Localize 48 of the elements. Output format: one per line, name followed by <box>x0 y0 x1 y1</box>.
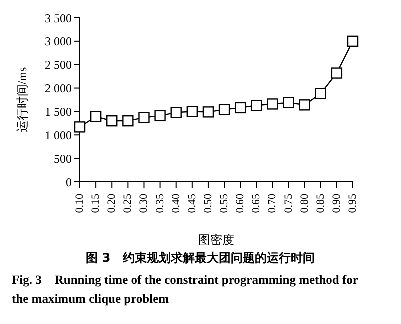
point <box>90 111 102 122</box>
x-tick-label: 0.40 <box>170 194 182 214</box>
point <box>251 100 262 112</box>
y-tick-label: 3 500 <box>45 11 72 26</box>
point <box>170 107 182 118</box>
caption: 图 3 约束规划求解最大团问题的运行时间 <box>85 250 316 267</box>
x-tick-label: 0.60 <box>234 194 247 214</box>
x-tick-label: 0.90 <box>330 194 343 214</box>
x-tick-label: 0.45 <box>186 194 198 214</box>
x-tick-label: 0.35 <box>154 194 166 214</box>
x-tick-label: 0.75 <box>282 194 295 214</box>
x-tick-label: 0.20 <box>106 194 118 214</box>
x-tick-label: 0.30 <box>138 194 150 214</box>
x-tick-label: 0.95 <box>347 194 359 214</box>
point <box>218 104 230 116</box>
point <box>299 100 310 111</box>
x-tick-label: 0.10 <box>74 194 86 214</box>
y-axis-title: 运行时间/ms <box>15 67 30 133</box>
point <box>138 112 150 124</box>
point <box>234 102 246 114</box>
y-tick-label: 3 000 <box>45 34 72 49</box>
point <box>74 122 86 133</box>
y-tick-label: 2 000 <box>45 82 72 96</box>
point <box>347 36 359 48</box>
point <box>202 106 214 118</box>
y-tick-label: 1 000 <box>45 128 72 142</box>
y-tick-label: 2 500 <box>45 58 72 72</box>
x-tick-label: 0.25 <box>122 194 134 214</box>
point <box>154 110 166 122</box>
caption: Fig. 3 Running time of the constraint programming method for the maximum clique problem <box>12 272 360 308</box>
y-tick-label: 0 <box>66 175 72 190</box>
point <box>106 115 118 127</box>
x-tick-label: 0.65 <box>250 194 263 214</box>
x-tick-label: 0.70 <box>266 194 279 214</box>
x-tick-label: 0.15 <box>90 194 102 214</box>
y-tick-label: 500 <box>54 152 72 166</box>
point <box>315 88 326 100</box>
x-tick-label: 0.80 <box>298 194 311 214</box>
x-tick-label: 0.85 <box>314 194 327 214</box>
point <box>267 98 278 110</box>
point <box>186 106 198 118</box>
x-tick-label: 0.50 <box>202 194 214 214</box>
point <box>331 68 343 79</box>
x-tick-label: 0.55 <box>218 194 231 214</box>
y-tick-label: 1 500 <box>45 104 72 119</box>
point <box>283 97 294 108</box>
x-axis-title: 图密度 <box>198 233 234 247</box>
point <box>122 115 134 127</box>
